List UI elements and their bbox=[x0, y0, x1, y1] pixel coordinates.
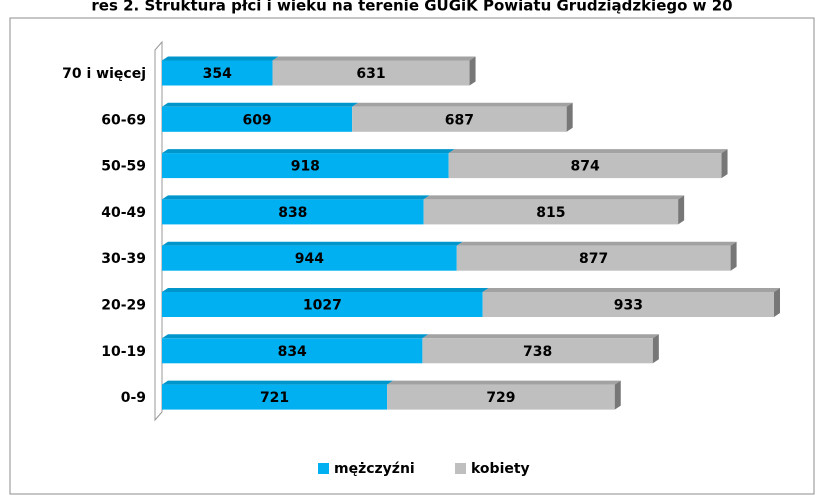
y-tick-label: 0-9 bbox=[121, 390, 146, 406]
legend-label: mężczyźni bbox=[334, 461, 415, 477]
chart-title: res 2. Struktura płci i wieku na terenie… bbox=[91, 0, 732, 15]
bar-top bbox=[162, 195, 430, 200]
value-label: 354 bbox=[203, 66, 232, 82]
bar-side bbox=[721, 149, 728, 179]
value-label: 631 bbox=[356, 66, 385, 82]
value-label: 721 bbox=[260, 390, 289, 406]
bar bbox=[162, 384, 388, 410]
bar-top bbox=[482, 288, 780, 292]
bar bbox=[162, 199, 424, 225]
bar bbox=[162, 245, 457, 271]
bar bbox=[272, 60, 470, 86]
value-label: 918 bbox=[291, 159, 320, 175]
bar-top bbox=[272, 56, 476, 61]
bar bbox=[162, 153, 449, 179]
legend-swatch bbox=[318, 463, 329, 474]
value-label: 738 bbox=[523, 344, 552, 360]
bar-top bbox=[456, 241, 737, 246]
bar-side bbox=[730, 241, 737, 271]
value-label: 877 bbox=[579, 251, 608, 267]
bar-side bbox=[652, 334, 659, 364]
bar bbox=[456, 245, 731, 271]
value-label: 687 bbox=[445, 112, 474, 128]
value-label: 874 bbox=[570, 159, 599, 175]
value-label: 1027 bbox=[303, 298, 342, 314]
axis-wall bbox=[154, 40, 163, 422]
bar-top bbox=[352, 102, 573, 107]
bar bbox=[482, 292, 774, 317]
bar-top bbox=[162, 334, 429, 339]
y-tick-label: 70 i więcej bbox=[62, 66, 146, 82]
value-label: 838 bbox=[278, 205, 307, 221]
value-label: 834 bbox=[278, 344, 307, 360]
bar-side bbox=[469, 56, 476, 86]
bar bbox=[387, 384, 615, 410]
bar-side bbox=[614, 380, 621, 410]
y-tick-label: 30-39 bbox=[101, 251, 146, 267]
y-tick-label: 60-69 bbox=[101, 112, 146, 128]
bar-top bbox=[162, 288, 489, 292]
bar-top bbox=[162, 102, 359, 107]
bar bbox=[422, 338, 653, 364]
value-label: 944 bbox=[295, 251, 324, 267]
bar-top bbox=[162, 56, 279, 61]
value-label: 933 bbox=[614, 298, 643, 314]
bar bbox=[162, 60, 273, 86]
bar bbox=[448, 153, 722, 179]
y-tick-label: 20-29 bbox=[101, 298, 146, 314]
bar-top bbox=[448, 149, 728, 154]
bar bbox=[352, 106, 567, 132]
y-tick-label: 50-59 bbox=[101, 159, 146, 175]
bar-side bbox=[774, 288, 780, 317]
value-label: 729 bbox=[486, 390, 515, 406]
bar-top bbox=[387, 380, 621, 385]
bar-top bbox=[162, 380, 394, 385]
legend-swatch bbox=[455, 463, 466, 474]
bar-top bbox=[162, 149, 455, 154]
y-tick-label: 40-49 bbox=[101, 205, 146, 221]
bar bbox=[423, 199, 679, 225]
value-label: 815 bbox=[536, 205, 565, 221]
bar-top bbox=[423, 195, 685, 200]
bar bbox=[162, 338, 423, 364]
value-label: 609 bbox=[242, 112, 271, 128]
bar bbox=[162, 292, 483, 317]
bar bbox=[162, 106, 353, 132]
y-tick-label: 10-19 bbox=[101, 344, 146, 360]
bar-side bbox=[566, 102, 573, 132]
bar-top bbox=[422, 334, 659, 339]
bar-top bbox=[162, 241, 463, 246]
bar-side bbox=[678, 195, 685, 225]
legend-label: kobiety bbox=[471, 461, 530, 477]
